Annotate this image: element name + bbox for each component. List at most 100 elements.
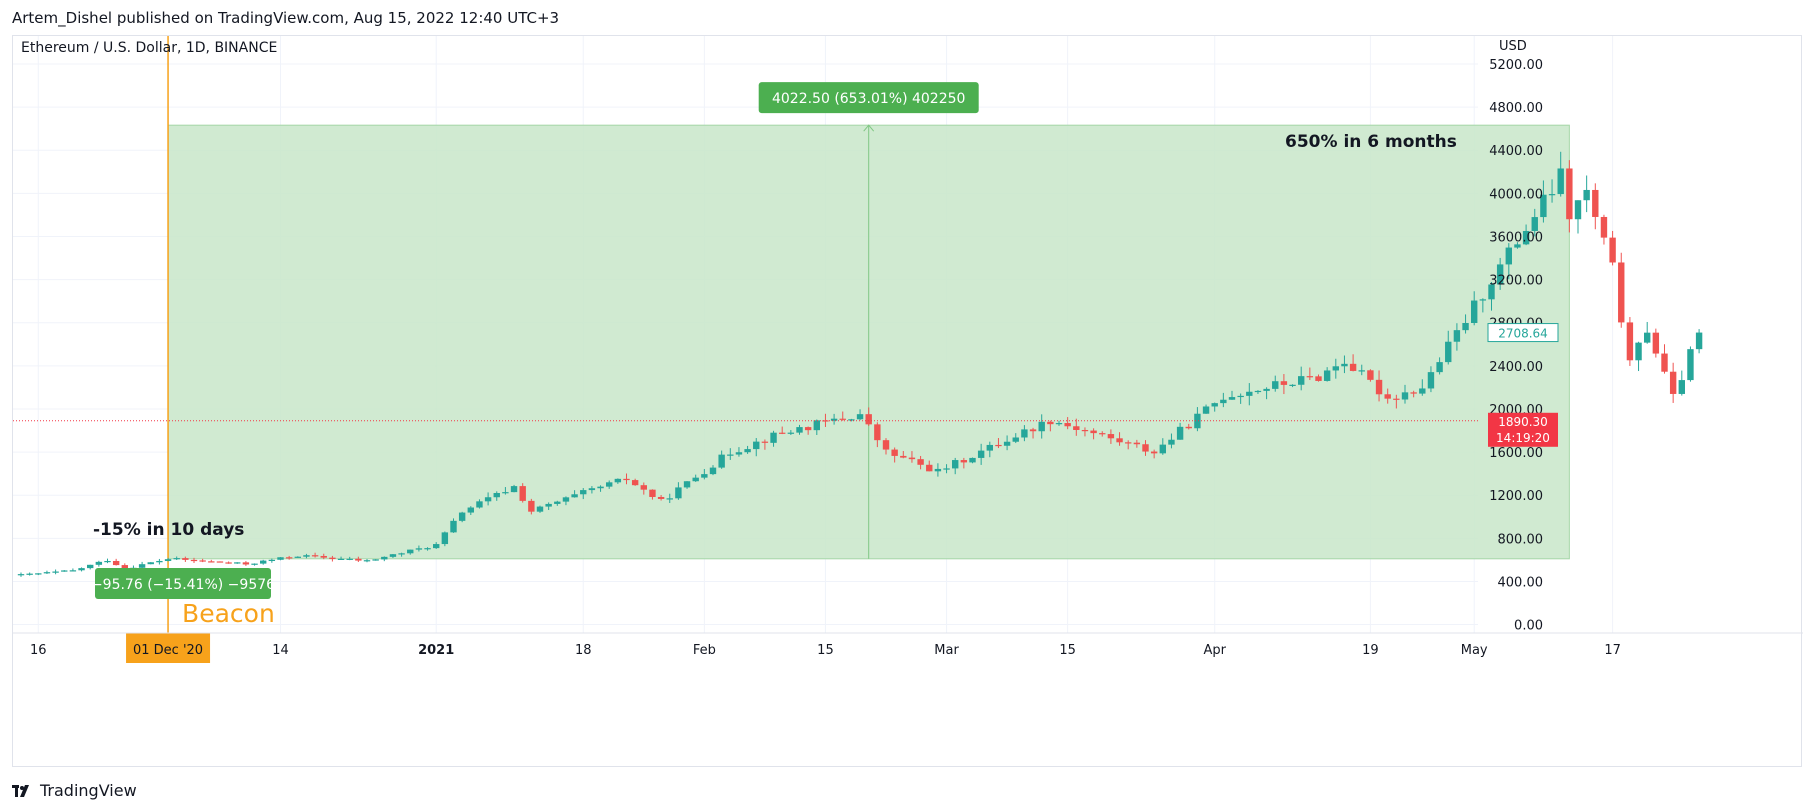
- candle-body: [1445, 341, 1452, 363]
- candle-body: [1618, 262, 1625, 323]
- last-price-bg: [1487, 323, 1559, 343]
- candle-body: [735, 452, 743, 455]
- candle-body: [225, 562, 232, 564]
- candle-body: [311, 555, 319, 557]
- candle-body: [1289, 384, 1296, 386]
- candle-body: [1332, 366, 1339, 371]
- candle-body: [1678, 380, 1685, 394]
- time-tick-label: May: [1461, 643, 1488, 658]
- candle-body: [891, 449, 898, 456]
- time-tick-label: Feb: [693, 643, 716, 658]
- candle-body: [986, 444, 993, 451]
- candle-body: [1038, 421, 1045, 432]
- candle-body: [1012, 437, 1019, 442]
- drop-label-bg: [95, 568, 271, 599]
- candle-body: [1107, 434, 1115, 439]
- tradingview-logo-icon: [12, 784, 29, 797]
- price-tick-label: 400.00: [1498, 575, 1544, 590]
- candle-body: [87, 564, 94, 569]
- tradingview-logo-text: TradingView: [40, 781, 137, 800]
- candle-body: [761, 441, 769, 443]
- candle-body: [1557, 168, 1564, 195]
- candle-body: [969, 457, 976, 463]
- candle-body: [1202, 406, 1210, 414]
- candle-body: [606, 482, 613, 487]
- candle-body: [1626, 322, 1634, 361]
- range-arrow-icon: [863, 124, 875, 132]
- range-label: 4022.50 (653.01%) 402250: [772, 91, 965, 107]
- candle-body: [26, 573, 33, 575]
- candle-body: [1661, 353, 1668, 372]
- candle-body: [1419, 388, 1426, 394]
- candle-body: [1298, 376, 1305, 385]
- candle-body: [1367, 370, 1374, 380]
- range-measure: 4022.50 (653.01%) 402250 650% in 6 months: [167, 82, 1570, 560]
- candles: [17, 151, 1703, 577]
- candle-body: [1246, 391, 1253, 396]
- candle-body: [779, 432, 786, 434]
- candle-body: [588, 488, 596, 491]
- candle-body: [251, 563, 258, 565]
- candle-body: [1021, 429, 1028, 438]
- candle-body: [52, 571, 59, 573]
- candle-body: [104, 560, 111, 563]
- candle-body: [1194, 413, 1201, 429]
- candle-body: [649, 489, 656, 497]
- candle-body: [813, 420, 820, 431]
- candle-body: [1514, 244, 1521, 248]
- candle-body: [467, 507, 474, 513]
- candle-body: [1306, 376, 1314, 378]
- candle-body: [1635, 342, 1642, 361]
- candle-body: [398, 553, 405, 555]
- candle-body: [156, 560, 163, 563]
- candle-body: [1099, 433, 1106, 435]
- candle-body: [1436, 362, 1443, 373]
- candle-body: [1548, 194, 1556, 196]
- candle-body: [908, 457, 916, 460]
- candle-body: [1220, 399, 1227, 404]
- candle-body: [1323, 370, 1331, 381]
- candle-body: [1211, 403, 1218, 407]
- candle-body: [900, 455, 907, 458]
- candle-body: [1384, 394, 1391, 399]
- candlestick-chart: 4022.50 (653.01%) 402250 650% in 6 months…: [13, 36, 1803, 663]
- candle-body: [1393, 398, 1400, 400]
- chart-panel[interactable]: 4022.50 (653.01%) 402250 650% in 6 months…: [12, 35, 1803, 767]
- last-price-label: 2708.64: [1498, 327, 1548, 341]
- candle-body: [623, 478, 630, 481]
- countdown-label: 14:19:20: [1496, 431, 1550, 445]
- candle-body: [917, 459, 924, 465]
- price-tick-label: 1200.00: [1489, 489, 1543, 504]
- time-tick-label: Mar: [934, 643, 959, 658]
- candle-body: [657, 496, 665, 499]
- candle-body: [580, 490, 587, 495]
- tradingview-logo[interactable]: TradingView: [12, 781, 137, 800]
- time-tick-label: 16: [30, 643, 47, 658]
- candle-body: [1150, 451, 1158, 454]
- candle-body: [294, 556, 301, 558]
- price-tick-label: 4000.00: [1489, 187, 1543, 202]
- candle-body: [822, 420, 829, 422]
- candle-body: [787, 432, 795, 434]
- date-highlight: [126, 633, 211, 663]
- candle-body: [701, 474, 708, 478]
- candle-body: [545, 503, 552, 507]
- candle-body: [1081, 429, 1089, 432]
- candle-body: [285, 557, 293, 559]
- candle-body: [484, 497, 492, 502]
- candle-body: [718, 454, 725, 468]
- candle-body: [882, 440, 890, 450]
- time-tick-label: 15: [1059, 643, 1076, 658]
- candle-body: [1341, 363, 1348, 367]
- candle-body: [1687, 349, 1694, 381]
- candle-body: [675, 487, 682, 499]
- candle-body: [934, 468, 942, 472]
- candle-body: [493, 492, 500, 498]
- candle-body: [458, 512, 466, 521]
- price-tag-bg: [1488, 412, 1558, 447]
- current-price-tag: 1890.30: [1498, 415, 1548, 429]
- price-tick-label: 1600.00: [1489, 446, 1543, 461]
- candle-body: [1669, 371, 1677, 394]
- candle-body: [337, 558, 345, 560]
- candle-body: [1090, 430, 1097, 434]
